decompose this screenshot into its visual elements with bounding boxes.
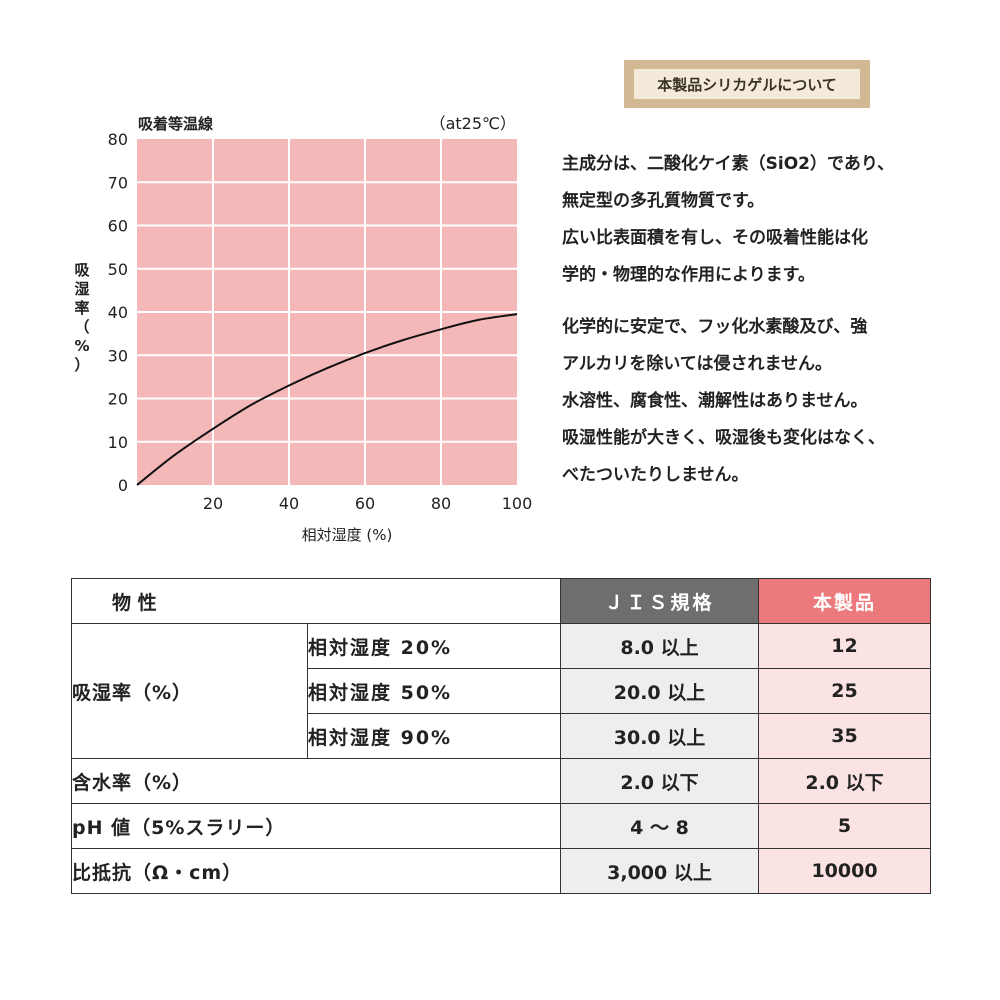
table-row: pH 値（5%スラリー） 4 ～ 8 5: [71, 803, 931, 849]
row-label: pH 値（5%スラリー）: [71, 803, 561, 849]
para2-line: べたついたりしません。: [562, 465, 749, 485]
properties-table: 物 性 ＪＩＳ規格 本製品 吸湿率（%） 相対湿度 20% 8.0 以上 12 …: [71, 578, 931, 894]
para1-line: 学的・物理的な作用によります。: [562, 265, 815, 285]
y-tick-label: 0: [118, 476, 128, 495]
description-paragraph-1: 主成分は、二酸化ケイ素（SiO2）であり、 無定型の多孔質物質です。 広い比表面…: [562, 146, 894, 294]
table-row: 相対湿度 50% 20.0 以上 25: [72, 668, 931, 714]
y-tick-label: 20: [108, 390, 128, 409]
adsorption-isotherm-chart: 吸着等温線 （at25℃） 0 10 20 30 40 50 60 70 80 20 40 60 80…: [74, 114, 532, 544]
para2-line: 水溶性、腐食性、潮解性はありません。: [562, 391, 868, 411]
product-value: 5: [758, 803, 931, 849]
x-tick-label: 40: [279, 494, 299, 513]
para1-line: 主成分は、二酸化ケイ素（SiO2）であり、: [562, 154, 895, 174]
para2-line: 吸湿性能が大きく、吸湿後も変化はなく、: [562, 428, 885, 448]
table-row: 相対湿度 90% 30.0 以上 35: [72, 713, 931, 759]
row-label: 含水率（%）: [71, 758, 561, 804]
y-tick-label: 60: [108, 217, 128, 236]
info-badge-label: 本製品シリカゲルについて: [634, 69, 860, 99]
y-axis: 0 10 20 30 40 50 60 70 80: [108, 130, 128, 495]
jis-value: 3,000 以上: [560, 848, 759, 894]
para1-line: 広い比表面積を有し、その吸着性能は化: [562, 228, 868, 248]
info-badge: 本製品シリカゲルについて: [624, 60, 870, 108]
table-row: 比抵抗（Ω・cm） 3,000 以上 10000: [71, 848, 931, 894]
y-tick-label: 40: [108, 303, 128, 322]
header-jis: ＪＩＳ規格: [560, 578, 759, 624]
product-value: 25: [758, 668, 931, 714]
x-tick-label: 20: [203, 494, 223, 513]
table-header-row: 物 性 ＪＩＳ規格 本製品: [71, 578, 931, 624]
product-value: 12: [758, 623, 931, 669]
jis-value: 20.0 以上: [560, 668, 759, 714]
product-value: 10000: [758, 848, 931, 894]
absorption-condition: 相対湿度 50%: [307, 668, 561, 714]
jis-value: 2.0 以下: [560, 758, 759, 804]
absorption-label: 吸湿率（%）: [71, 623, 308, 759]
chart-subtitle: （at25℃）: [430, 114, 516, 133]
y-tick-label: 50: [108, 260, 128, 279]
y-axis-label: 吸湿率（%）: [74, 261, 90, 374]
para1-line: 無定型の多孔質物質です。: [562, 191, 765, 211]
y-tick-label: 80: [108, 130, 128, 149]
y-tick-label: 30: [108, 346, 128, 365]
table-row: 吸湿率（%） 相対湿度 20% 8.0 以上 12: [71, 623, 931, 759]
jis-value: 30.0 以上: [560, 713, 759, 759]
header-property: 物 性: [71, 578, 561, 624]
chart-title: 吸着等温線: [138, 115, 213, 133]
y-tick-label: 70: [108, 173, 128, 192]
para2-line: 化学的に安定で、フッ化水素酸及び、強: [562, 317, 868, 337]
row-label: 比抵抗（Ω・cm）: [71, 848, 561, 894]
jis-value: 8.0 以上: [560, 623, 759, 669]
x-axis-label: 相対湿度 (%): [302, 526, 393, 544]
absorption-condition: 相対湿度 20%: [307, 623, 561, 669]
x-axis: 20 40 60 80 100: [203, 494, 532, 513]
series-line: [136, 313, 518, 486]
absorption-condition: 相対湿度 90%: [307, 713, 561, 759]
x-tick-label: 60: [355, 494, 375, 513]
x-tick-label: 80: [431, 494, 451, 513]
grid: [137, 139, 517, 485]
x-tick-label: 100: [502, 494, 533, 513]
y-tick-label: 10: [108, 433, 128, 452]
jis-value: 4 ～ 8: [560, 803, 759, 849]
description-paragraph-2: 化学的に安定で、フッ化水素酸及び、強 アルカリを除いては侵されません。 水溶性、…: [562, 309, 885, 494]
product-value: 2.0 以下: [758, 758, 931, 804]
table-row: 含水率（%） 2.0 以下 2.0 以下: [71, 758, 931, 804]
product-value: 35: [758, 713, 931, 759]
para2-line: アルカリを除いては侵されません。: [562, 354, 832, 374]
header-product: 本製品: [758, 578, 931, 624]
